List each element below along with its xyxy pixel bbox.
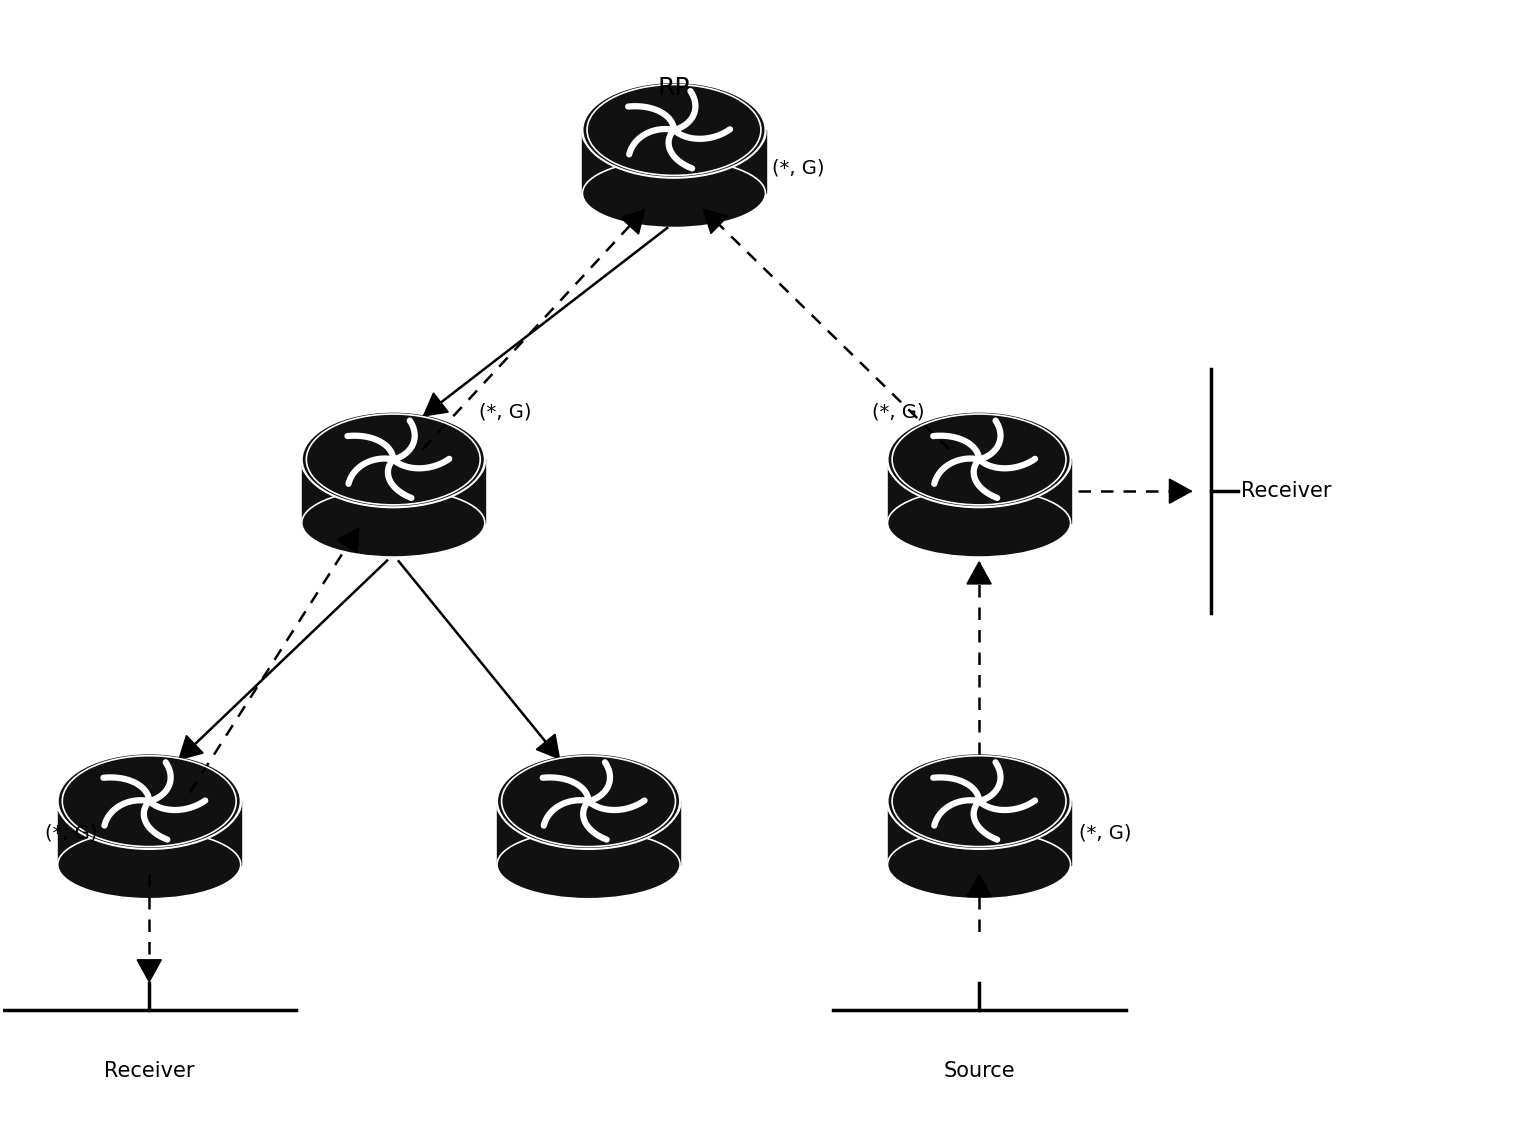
Ellipse shape [302, 412, 485, 508]
Polygon shape [888, 801, 1070, 865]
Text: Receiver: Receiver [1242, 482, 1332, 501]
Ellipse shape [582, 82, 766, 178]
Polygon shape [498, 801, 680, 865]
Ellipse shape [58, 831, 240, 899]
Text: (*, G): (*, G) [1079, 824, 1131, 842]
Ellipse shape [302, 488, 485, 557]
Polygon shape [888, 460, 1070, 523]
Ellipse shape [498, 753, 680, 849]
Polygon shape [424, 393, 449, 416]
Ellipse shape [58, 753, 240, 849]
Polygon shape [58, 801, 240, 865]
Text: Source: Source [943, 1061, 1015, 1081]
Text: (*, G): (*, G) [772, 159, 824, 177]
Polygon shape [620, 210, 645, 234]
Ellipse shape [498, 831, 680, 899]
Ellipse shape [888, 753, 1070, 849]
Text: Receiver: Receiver [104, 1061, 194, 1081]
Polygon shape [138, 960, 161, 981]
Polygon shape [1170, 479, 1191, 503]
Polygon shape [582, 130, 766, 194]
Ellipse shape [888, 831, 1070, 899]
Text: (*, G): (*, G) [871, 403, 925, 421]
Polygon shape [704, 210, 727, 234]
Ellipse shape [888, 412, 1070, 508]
Polygon shape [302, 460, 485, 523]
Polygon shape [536, 734, 559, 759]
Ellipse shape [888, 488, 1070, 557]
Text: (*, G): (*, G) [479, 403, 531, 421]
Polygon shape [179, 736, 204, 760]
Polygon shape [968, 874, 991, 897]
Polygon shape [968, 563, 991, 584]
Text: (*, G): (*, G) [46, 824, 98, 842]
Ellipse shape [582, 160, 766, 227]
Polygon shape [337, 528, 358, 553]
Text: RP: RP [658, 76, 690, 100]
